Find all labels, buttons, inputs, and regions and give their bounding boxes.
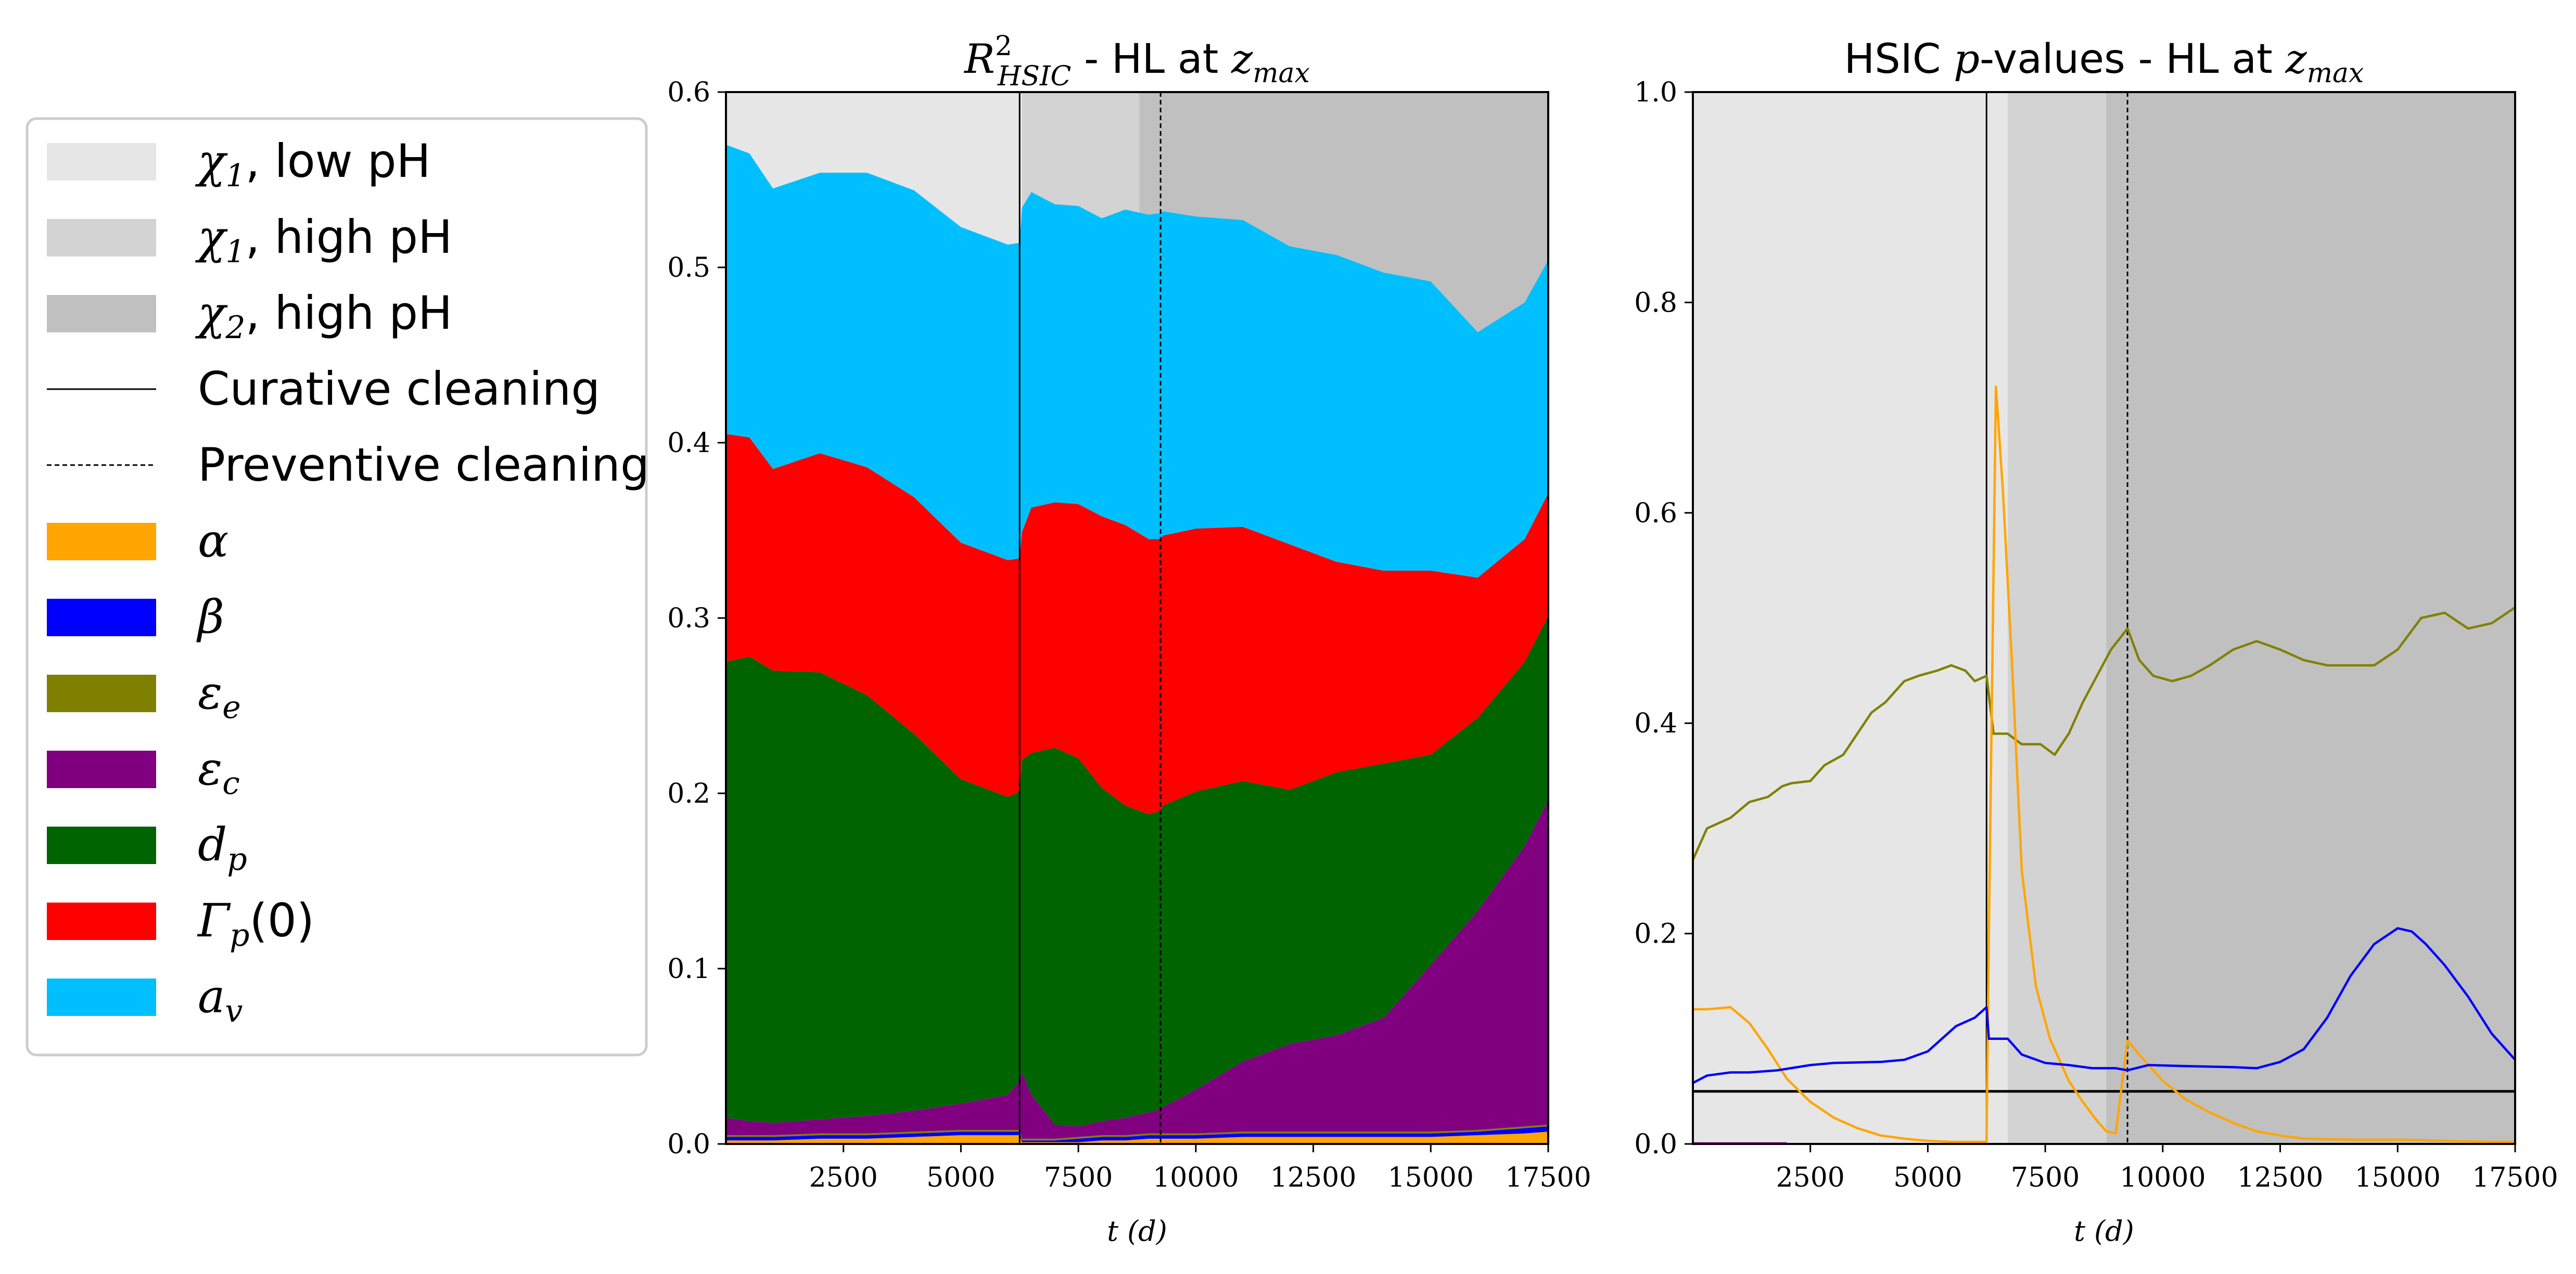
hsic-pvalues-region-chi1-high: [2007, 92, 2107, 1144]
r2-hsic-xlabel: t (d): [1107, 1215, 1167, 1247]
hsic-pvalues-xlabel: t (d): [2074, 1215, 2134, 1247]
hsic-pvalues-ytick-label: 0.6: [1634, 498, 1677, 529]
legend-frame: [25, 117, 648, 1057]
area-series-gamma-p: [726, 434, 1548, 815]
legend-label: av: [198, 970, 243, 1030]
legend-swatch: [47, 903, 156, 940]
hsic-pvalues-ytick-label: 0.8: [1634, 287, 1677, 318]
legend-label: dp: [198, 818, 247, 878]
r2-hsic-ytick-label: 0.5: [667, 252, 710, 284]
r2-hsic-xtick-label: 17500: [1505, 1162, 1591, 1193]
area-series-d-p: [726, 616, 1548, 1127]
hsic-pvalues-xtick-label: 17500: [2472, 1162, 2558, 1193]
area-series-a-v: [726, 145, 1548, 578]
legend-label: εc: [198, 742, 240, 802]
hsic-pvalues-regions: [1693, 92, 2515, 1144]
r2-hsic-xtick-label: 10000: [1153, 1162, 1239, 1193]
legend-swatch: [47, 751, 156, 788]
r2-hsic-ytick-label: 0.4: [667, 428, 710, 459]
legend-label: Γp(0): [197, 894, 314, 954]
hsic-pvalues-ytick-label: 0.4: [1634, 708, 1677, 739]
hsic-pvalues-ytick-label: 0.2: [1634, 919, 1677, 950]
legend-entries: χ1, low pH χ1, high pH χ2, high pH Curative…: [47, 134, 649, 1030]
legend-label: Preventive cleaning: [198, 438, 649, 492]
legend-entry-chi1-low: χ1, low pH: [47, 134, 431, 194]
legend-label: χ2, high pH: [195, 286, 452, 346]
hsic-pvalues-series: [1691, 385, 2516, 1145]
legend-label: β: [196, 590, 224, 644]
hsic-pvalues-xtick-label: 7500: [2011, 1162, 2080, 1193]
legend-entry-eps-e: εe: [47, 666, 241, 726]
legend-entry-beta: β: [47, 590, 224, 644]
legend-entry-alpha: α: [47, 514, 228, 568]
hsic-pvalues-chart: 2500 5000 7500 10000 12500 15000 17500 0.0 0.2 0.…: [1634, 36, 2558, 1247]
legend-entry-preventive: Preventive cleaning: [47, 438, 649, 492]
legend-swatch: [47, 979, 156, 1016]
legend-label: εe: [198, 666, 241, 726]
r2-hsic-xtick-label: 5000: [926, 1162, 995, 1193]
hsic-pvalues-xtick-label: 15000: [2355, 1162, 2441, 1193]
hsic-pvalues-xtick-label: 5000: [1893, 1162, 1962, 1193]
hsic-pvalues-cleaning-lines: [1985, 92, 2128, 1144]
hsic-pvalues-title: HSIC p-values - HL at zmax: [1844, 36, 2364, 89]
hsic-pvalues-plot-frame: [1692, 91, 2516, 1145]
legend-label: χ1, low pH: [195, 134, 431, 194]
legend-swatch: [47, 675, 156, 712]
legend-entry-eps-c: εc: [47, 742, 240, 802]
pvalue-line-beta: [1692, 927, 2516, 1084]
r2-hsic-cleaning-lines: [1018, 92, 1162, 1144]
r2-hsic-xtick-label: 15000: [1388, 1162, 1474, 1193]
r2-hsic-xtick-label: 2500: [809, 1162, 878, 1193]
r2-hsic-title: R2 HSIC - HL at zmax: [963, 31, 1310, 92]
area-series-alpha: [726, 1131, 1548, 1144]
r2-hsic-ytick-label: 0.1: [667, 954, 710, 985]
hsic-pvalues-region-chi1-low: [1693, 92, 2008, 1144]
legend-entry-curative: Curative cleaning: [47, 362, 600, 416]
legend-swatch: [47, 827, 156, 864]
pvalue-line-eps-e: [1691, 606, 2516, 860]
hsic-pvalues-ticks: 2500 5000 7500 10000 12500 15000 17500 0.0 0.2 0.…: [1634, 77, 2558, 1193]
area-series-eps-c: [726, 800, 1548, 1139]
legend-entry-chi2-high: χ2, high pH: [47, 286, 452, 346]
hsic-pvalues-xtick-label: 12500: [2237, 1162, 2323, 1193]
area-series-beta: [726, 1126, 1548, 1142]
r2-hsic-ytick-label: 0.6: [667, 77, 710, 108]
r2-hsic-xtick-label: 12500: [1270, 1162, 1356, 1193]
hsic-pvalues-ytick-label: 1.0: [1634, 77, 1677, 108]
legend-label: χ1, high pH: [195, 210, 452, 270]
hsic-pvalues-xtick-label: 2500: [1776, 1162, 1845, 1193]
r2-hsic-stacked-areas: [726, 145, 1548, 1144]
r2-hsic-chart: 2500 5000 7500 10000 12500 15000 17500 0.0 0.1 0.…: [667, 31, 1591, 1247]
legend-entry-d-p: dp: [47, 818, 247, 878]
legend-label: α: [198, 514, 228, 568]
legend-label: Curative cleaning: [198, 362, 600, 416]
r2-hsic-ticks: 2500 5000 7500 10000 12500 15000 17500 0.0 0.1 0.…: [667, 77, 1591, 1193]
legend-entry-a-v: av: [47, 970, 243, 1030]
legend-swatch: [47, 143, 156, 181]
legend-swatch: [47, 523, 156, 560]
legend-swatch: [47, 295, 156, 332]
hsic-pvalues-ytick-label: 0.0: [1634, 1129, 1677, 1160]
legend-entry-chi1-high: χ1, high pH: [47, 210, 452, 270]
legend: χ1, low pH χ1, high pH χ2, high pH Curative…: [25, 117, 649, 1057]
pvalue-line-alpha: [1693, 385, 2515, 1143]
r2-hsic-xtick-label: 7500: [1044, 1162, 1113, 1193]
r2-hsic-ytick-label: 0.0: [667, 1129, 710, 1160]
legend-swatch: [47, 219, 156, 256]
r2-hsic-ytick-label: 0.2: [667, 778, 710, 809]
r2-hsic-ytick-label: 0.3: [667, 603, 710, 634]
legend-swatch: [47, 599, 156, 636]
hsic-pvalues-xtick-label: 10000: [2120, 1162, 2205, 1193]
legend-entry-gamma-p: Γp(0): [47, 894, 314, 954]
